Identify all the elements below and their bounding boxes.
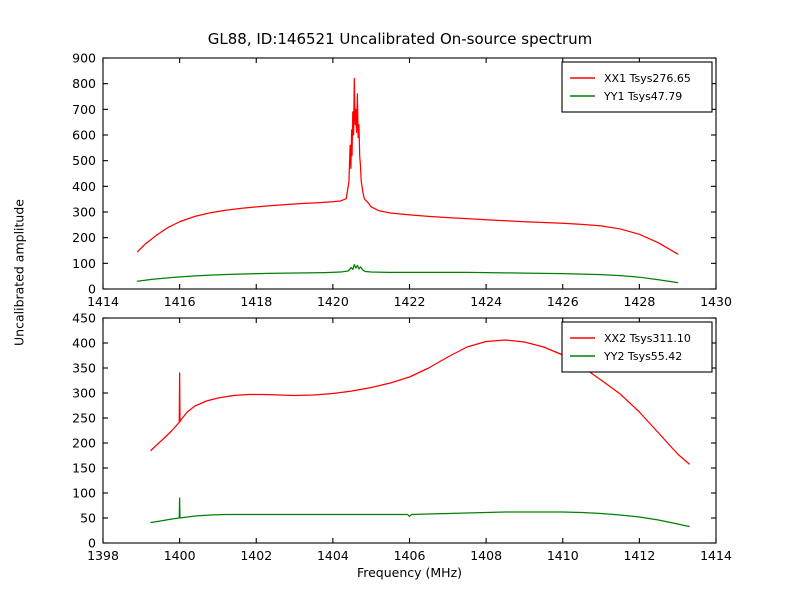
y-tick-label: 100 xyxy=(72,486,96,501)
y-tick-label: 300 xyxy=(72,205,96,220)
x-tick-label: 1428 xyxy=(623,294,655,309)
trace-yy2 xyxy=(150,497,690,528)
y-tick-label: 0 xyxy=(88,282,96,297)
trace-xx1 xyxy=(136,77,679,255)
y-tick-label: 100 xyxy=(72,256,96,271)
x-tick-label: 1426 xyxy=(547,294,579,309)
x-tick-label: 1408 xyxy=(470,548,502,563)
x-tick-label: 1404 xyxy=(317,548,349,563)
y-tick-label: 350 xyxy=(72,361,96,376)
x-axis-label: Frequency (MHz) xyxy=(356,565,463,580)
x-tick-label: 1416 xyxy=(164,294,196,309)
x-tick-label: 1420 xyxy=(317,294,349,309)
y-tick-label: 600 xyxy=(72,128,96,143)
x-tick-label: 1422 xyxy=(394,294,426,309)
y-tick-label: 450 xyxy=(72,311,96,326)
x-tick-label: 1414 xyxy=(700,548,732,563)
x-tick-label: 1410 xyxy=(547,548,579,563)
x-tick-label: 1398 xyxy=(87,548,119,563)
y-tick-label: 400 xyxy=(72,336,96,351)
y-tick-label: 800 xyxy=(72,76,96,91)
x-tick-label: 1430 xyxy=(700,294,732,309)
y-tick-label: 150 xyxy=(72,461,96,476)
y-tick-label: 250 xyxy=(72,411,96,426)
y-tick-label: 200 xyxy=(72,436,96,451)
figure-title: GL88, ID:146521 Uncalibrated On-source s… xyxy=(207,30,593,48)
trace-yy1 xyxy=(136,263,679,284)
y-tick-label: 700 xyxy=(72,102,96,117)
y-tick-label: 500 xyxy=(72,153,96,168)
legend-label: YY2 Tsys55.42 xyxy=(603,350,682,363)
legend-label: XX1 Tsys276.65 xyxy=(604,72,691,85)
legend-label: XX2 Tsys311.10 xyxy=(604,332,691,345)
y-tick-label: 300 xyxy=(72,386,96,401)
x-tick-label: 1400 xyxy=(164,548,196,563)
x-tick-label: 1412 xyxy=(623,548,655,563)
y-tick-label: 0 xyxy=(88,536,96,551)
y-tick-label: 900 xyxy=(72,51,96,66)
panel-bottom: 1398 1400 1402 1404 1406 1408 1410 1412 1414 0 50 1… xyxy=(72,311,732,564)
x-tick-label: 1424 xyxy=(470,294,502,309)
x-tick-label: 1418 xyxy=(240,294,272,309)
x-tick-label: 1414 xyxy=(87,294,119,309)
panel-top: 1414 1416 1418 1420 1422 1424 1426 1428 1430 0 100… xyxy=(72,51,732,310)
legend-label: YY1 Tsys47.79 xyxy=(603,90,682,103)
y-tick-label: 50 xyxy=(80,511,96,526)
y-tick-label: 200 xyxy=(72,230,96,245)
x-tick-label: 1402 xyxy=(240,548,272,563)
legend-box xyxy=(561,61,713,113)
y-tick-label: 400 xyxy=(72,179,96,194)
legend-box xyxy=(561,321,713,373)
x-tick-label: 1406 xyxy=(394,548,426,563)
